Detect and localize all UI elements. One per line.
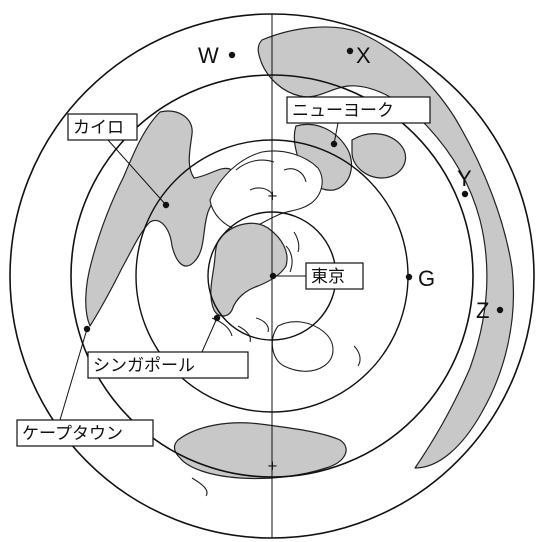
new-york-label-box	[286, 96, 431, 124]
south-pole-marker: +	[267, 459, 278, 474]
point-g-dot	[405, 273, 413, 281]
point-x-label: X	[356, 43, 371, 68]
east-asia-landmass	[210, 222, 288, 317]
antarctica-peninsula	[191, 477, 208, 497]
point-y-label: Y	[457, 166, 472, 191]
australia-landmass	[271, 321, 334, 372]
arctic-coast	[235, 159, 307, 195]
tokyo-label-box	[305, 262, 364, 290]
greenland-landmass	[351, 133, 407, 179]
point-w-dot	[228, 51, 236, 59]
point-x-dot	[346, 47, 354, 55]
cape-town-label-box	[16, 419, 154, 447]
point-g-label: G	[418, 266, 435, 291]
singapore-label-box	[87, 351, 249, 379]
americas-landmass	[257, 26, 515, 469]
japan-coast	[285, 231, 300, 273]
point-z-dot	[496, 306, 504, 314]
singapore-label: シンガポール	[93, 356, 195, 376]
antarctica-landmass	[173, 422, 347, 480]
tokyo-label: 東京	[311, 267, 345, 287]
new-york-label: ニューヨーク	[292, 101, 394, 121]
new-zealand-coast	[353, 345, 361, 367]
singapore-leader	[201, 317, 218, 353]
cape-town-label: ケープタウン	[22, 424, 123, 444]
point-w-label: W	[198, 43, 219, 68]
africa-europe-landmass	[85, 110, 233, 327]
point-z-label: Z	[476, 298, 489, 323]
cape-town-leader	[59, 328, 88, 421]
cairo-leader	[107, 139, 167, 206]
cairo-label-box	[67, 113, 138, 141]
new-york-leader	[333, 122, 339, 145]
cairo-label: カイロ	[73, 118, 124, 138]
north-pole-marker: +	[267, 189, 278, 204]
point-y-dot	[461, 190, 469, 198]
